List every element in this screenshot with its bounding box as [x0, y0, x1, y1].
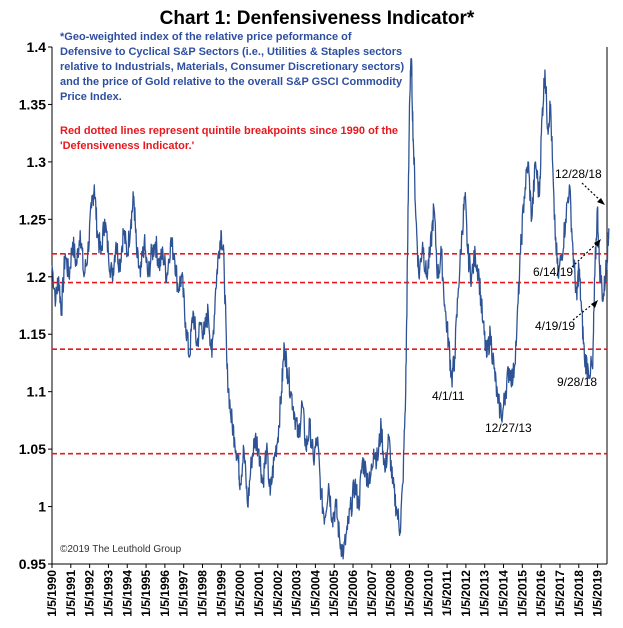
x-tick-label: 1/5/2000	[233, 570, 247, 617]
plot-area	[51, 47, 608, 565]
annotations: 4/1/11 12/27/13 12/28/18 6/14/19 4/19/19…	[432, 167, 605, 435]
note-blue-line-1: *Geo-weighted index of the relative pric…	[60, 31, 352, 43]
annotation-arrow-4-19-19	[572, 302, 595, 321]
x-tick-label: 1/5/2001	[252, 570, 266, 617]
y-tick-label: 0.95	[19, 556, 46, 572]
x-tick-label: 1/5/1997	[177, 570, 191, 617]
x-tick-label: 1/5/2004	[308, 570, 322, 617]
x-tick-label: 1/5/2005	[327, 570, 341, 617]
x-tick-label: 1/5/1991	[64, 570, 78, 617]
x-tick-label: 1/5/2002	[271, 570, 285, 617]
x-tick-label: 1/5/2008	[384, 570, 398, 617]
x-tick-label: 1/5/1995	[139, 570, 153, 617]
y-tick-label: 1.35	[19, 96, 46, 112]
x-tick-label: 1/5/2015	[515, 570, 529, 617]
note-red-line-1: Red dotted lines represent quintile brea…	[60, 125, 398, 137]
x-tick-label: 1/5/2018	[572, 570, 586, 617]
x-tick-label: 1/5/2010	[421, 570, 435, 617]
annotation-label-9-28-18: 9/28/18	[557, 375, 597, 389]
x-tick-label: 1/5/1998	[196, 570, 210, 617]
y-tick-label: 1.3	[27, 154, 47, 170]
x-tick-label: 1/5/2003	[290, 570, 304, 617]
x-tick-label: 1/5/2017	[553, 570, 567, 617]
quintile-lines	[52, 253, 607, 455]
x-tick-label: 1/5/2011	[440, 570, 454, 616]
y-axis-ticks: 0.95 1 1.05 1.1 1.15 1.2 1.25 1.3 1.35 1.4	[19, 39, 52, 572]
x-tick-label: 1/5/2009	[402, 570, 416, 617]
x-tick-label: 1/5/1994	[120, 570, 134, 617]
chart-title: Chart 1: Denfensiveness Indicator*	[160, 8, 475, 29]
annotation-label-4-19-19: 4/19/19	[535, 319, 575, 333]
chart-notes: *Geo-weighted index of the relative pric…	[60, 31, 405, 152]
annotation-label-12-27-13: 12/27/13	[485, 421, 532, 435]
note-blue-line-4: and the price of Gold relative to the ov…	[60, 76, 403, 88]
series-line	[51, 57, 610, 560]
y-tick-label: 1.4	[27, 39, 47, 55]
x-axis-ticks: 1/5/1990 1/5/1991 1/5/1992 1/5/1993 1/5/1994…	[45, 564, 605, 617]
y-tick-label: 1.25	[19, 211, 46, 227]
annotation-arrow-12-28-18	[581, 182, 603, 203]
series-group	[51, 57, 610, 560]
y-tick-label: 1.1	[27, 384, 47, 400]
x-tick-label: 1/5/2019	[591, 570, 605, 617]
annotation-label-4-1-11: 4/1/11	[432, 389, 465, 403]
x-tick-label: 1/5/1992	[83, 570, 97, 617]
x-tick-label: 1/5/1993	[101, 570, 115, 617]
annotation-arrowhead-4-19-19	[591, 300, 598, 308]
annotation-label-12-28-18: 12/28/18	[555, 167, 602, 181]
note-blue-line-5: Price Index.	[60, 91, 122, 103]
y-tick-label: 1.15	[19, 326, 46, 342]
y-tick-label: 1.05	[19, 441, 46, 457]
x-tick-label: 1/5/2006	[346, 570, 360, 617]
annotation-label-6-14-19: 6/14/19	[533, 265, 573, 279]
copyright-text: ©2019 The Leuthold Group	[60, 544, 182, 555]
annotation-arrowhead-12-28-18	[597, 198, 605, 205]
x-tick-label: 1/5/2014	[497, 570, 511, 617]
note-blue-line-2: Defensive to Cyclical S&P Sectors (i.e.,…	[60, 46, 402, 58]
x-tick-label: 1/5/2013	[478, 570, 492, 617]
y-tick-label: 1.2	[27, 269, 47, 285]
note-red-line-2: 'Defensiveness Indicator.'	[60, 140, 195, 152]
note-blue-line-3: relative to Industrials, Materials, Cons…	[60, 61, 405, 73]
x-tick-label: 1/5/1990	[45, 570, 59, 617]
x-tick-label: 1/5/2016	[534, 570, 548, 617]
x-tick-label: 1/5/2012	[459, 570, 473, 617]
x-tick-label: 1/5/1999	[214, 570, 228, 617]
annotation-arrowhead-6-14-19	[594, 239, 601, 247]
x-tick-label: 1/5/2007	[365, 570, 379, 617]
x-tick-label: 1/5/1996	[158, 570, 172, 617]
y-tick-label: 1	[38, 499, 46, 515]
